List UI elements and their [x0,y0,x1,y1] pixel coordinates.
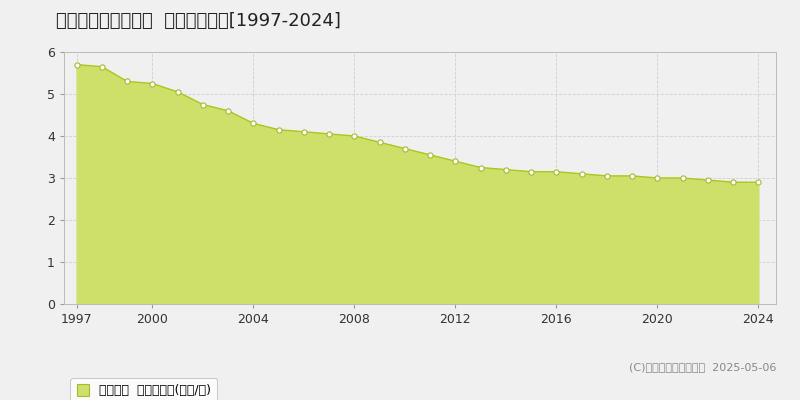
Point [525,168,538,175]
Point [348,133,361,139]
Point [222,108,234,114]
Point [651,175,664,181]
Point [626,173,638,179]
Point [702,177,714,183]
Point [247,120,260,126]
Point [474,164,487,171]
Point [752,179,765,185]
Point [298,129,310,135]
Point [70,62,83,68]
Point [197,101,210,108]
Point [272,126,285,133]
Point [726,179,739,185]
Point [575,170,588,177]
Point [499,166,512,173]
Point [424,152,437,158]
Point [171,89,184,95]
Point [550,168,562,175]
Point [146,80,158,87]
Legend: 基準地価  平均坪単価(万円/坪): 基準地価 平均坪単価(万円/坪) [70,378,218,400]
Point [601,173,614,179]
Text: 秩父郡東秩父村御堂  基準地価推移[1997-2024]: 秩父郡東秩父村御堂 基準地価推移[1997-2024] [56,12,341,30]
Text: (C)土地価格ドットコム  2025-05-06: (C)土地価格ドットコム 2025-05-06 [629,362,776,372]
Point [449,158,462,164]
Point [398,145,411,152]
Point [676,175,689,181]
Point [322,131,335,137]
Point [121,78,134,84]
Point [374,139,386,146]
Point [95,64,108,70]
